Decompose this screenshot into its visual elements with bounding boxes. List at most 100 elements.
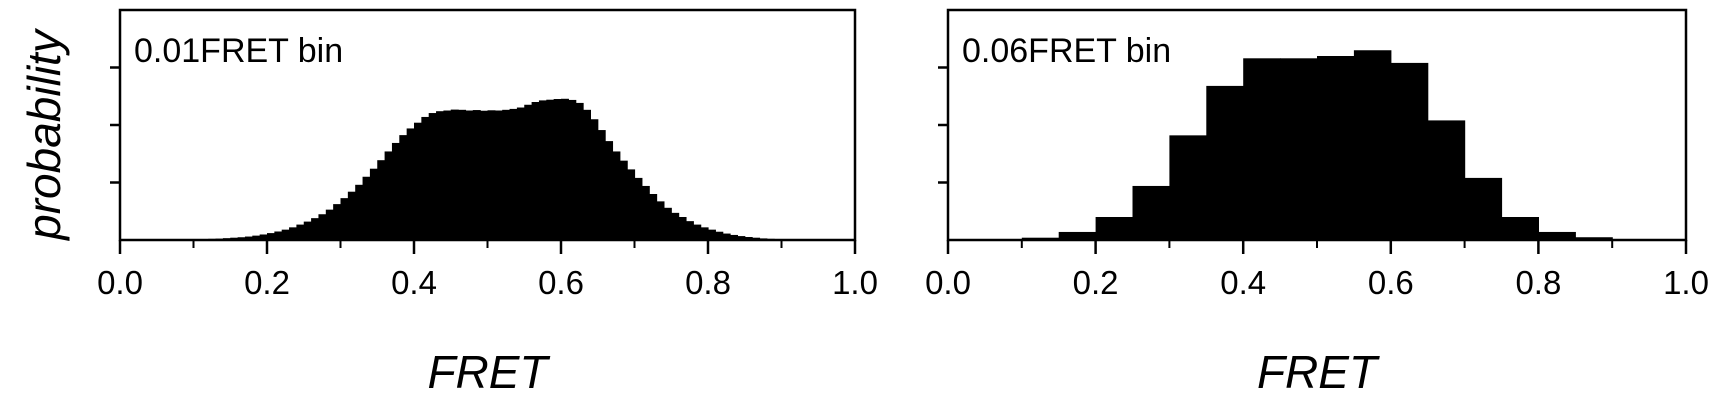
histogram-bar	[1280, 58, 1318, 240]
histogram-bar	[516, 107, 525, 241]
histogram-bar	[605, 141, 614, 240]
histogram-bar	[237, 237, 246, 240]
histogram-bar	[1206, 85, 1244, 241]
histogram-bar	[649, 194, 658, 240]
histogram-bar	[1464, 177, 1503, 240]
histogram-bar	[414, 122, 422, 240]
histogram-bar	[509, 108, 518, 241]
histogram-bar	[487, 110, 496, 240]
histogram-bar	[465, 110, 474, 240]
histogram-bar	[355, 184, 364, 240]
x-tick-label: 0.4	[1220, 264, 1266, 301]
histogram-bar	[524, 104, 533, 240]
axis-ticks: 0.0 0.2 0.4 0.6 0.8 1.0	[97, 66, 878, 301]
histogram-bar	[458, 109, 467, 240]
histogram-bar	[1243, 58, 1281, 240]
histogram-bar	[428, 113, 437, 240]
histogram-bar	[318, 214, 327, 240]
histogram-bar	[641, 185, 650, 240]
histogram-bar	[421, 116, 430, 240]
histogram-bar	[369, 168, 378, 240]
histogram-bar	[502, 109, 511, 240]
histogram-bar	[1538, 231, 1576, 240]
histogram-bar	[590, 119, 599, 240]
histogram-bar	[561, 98, 569, 240]
histogram-bar	[1095, 217, 1134, 240]
histogram-panel-coarse-bin: 0.0 0.2 0.4 0.6 0.8 1.0 0.06FRET bin FRET	[925, 8, 1709, 398]
histogram-bar	[656, 201, 665, 240]
histogram-bar	[678, 217, 687, 240]
histogram-bar	[259, 234, 268, 240]
histogram-bar	[1169, 135, 1207, 240]
bin-size-annotation: 0.06FRET bin	[962, 32, 1171, 70]
histogram-panel-fine-bin: 0.0 0.2 0.4 0.6 0.8 1.0 0.01FRET bin FRET	[97, 8, 878, 398]
axis-ticks: 0.0 0.2 0.4 0.6 0.8 1.0	[925, 66, 1709, 301]
y-axis-title: probability	[18, 27, 70, 242]
histogram-bar	[362, 176, 371, 240]
histogram-bar	[583, 109, 591, 240]
histogram-bar	[1427, 120, 1466, 240]
histogram-bar	[347, 191, 356, 240]
bars-coarse-bin	[1021, 50, 1650, 241]
histogram-bar	[311, 218, 320, 240]
histogram-bar	[1058, 231, 1097, 240]
histogram-bar	[619, 160, 628, 240]
x-tick-label: 0.0	[925, 264, 971, 301]
histogram-bar	[436, 111, 444, 240]
histogram-bar	[693, 224, 702, 240]
histogram-bar	[377, 160, 386, 240]
histogram-bar	[267, 233, 275, 240]
histogram-bar	[612, 151, 621, 240]
histogram-bar	[244, 236, 253, 240]
bars-fine-bin	[193, 98, 797, 241]
bin-size-annotation: 0.01FRET bin	[134, 32, 343, 70]
histogram-bar	[1353, 50, 1392, 240]
histogram-bar	[685, 221, 694, 240]
x-tick-label: 0.0	[97, 264, 143, 301]
histogram-bar	[281, 229, 290, 240]
x-tick-label: 1.0	[1663, 264, 1709, 301]
histogram-bar	[708, 229, 716, 240]
histogram-bar	[568, 99, 577, 241]
histogram-bar	[737, 236, 746, 240]
histogram-bar	[391, 142, 400, 240]
histogram-bar	[472, 110, 481, 240]
x-tick-label: 0.6	[1368, 264, 1414, 301]
histogram-bar	[722, 233, 731, 240]
histogram-bar	[744, 237, 753, 240]
histogram-bar	[325, 209, 334, 240]
x-tick-label: 0.8	[685, 264, 731, 301]
histogram-bar	[406, 128, 415, 240]
x-tick-label: 0.2	[244, 264, 290, 301]
histogram-bar	[531, 102, 540, 240]
x-tick-label: 0.8	[1515, 264, 1561, 301]
histogram-bar	[303, 221, 312, 240]
histogram-bar	[538, 100, 547, 240]
histogram-bar	[480, 110, 489, 241]
x-tick-label: 0.2	[1073, 264, 1119, 301]
histogram-bar	[1501, 217, 1539, 240]
histogram-bar	[1317, 56, 1355, 240]
histogram-bar	[1390, 62, 1429, 241]
histogram-bar	[494, 110, 503, 240]
histogram-bar	[296, 224, 305, 240]
histogram-bar	[546, 99, 555, 240]
histogram-bar	[252, 235, 261, 240]
histogram-bar	[443, 110, 452, 240]
histogram-bar	[399, 135, 408, 240]
histogram-bar	[634, 177, 643, 240]
histogram-bar	[575, 102, 584, 240]
histogram-bar	[384, 151, 393, 240]
histogram-bar	[730, 234, 738, 240]
histogram-bar	[700, 227, 709, 240]
histogram-bar	[450, 109, 459, 240]
x-tick-label: 0.4	[391, 264, 437, 301]
histogram-bar	[274, 231, 283, 240]
histogram-bar	[333, 204, 342, 240]
histogram-bar	[553, 99, 562, 240]
histogram-bar	[289, 227, 297, 240]
histogram-bar	[627, 169, 636, 240]
histogram-bar	[1575, 237, 1613, 240]
histogram-bar	[1132, 185, 1170, 240]
